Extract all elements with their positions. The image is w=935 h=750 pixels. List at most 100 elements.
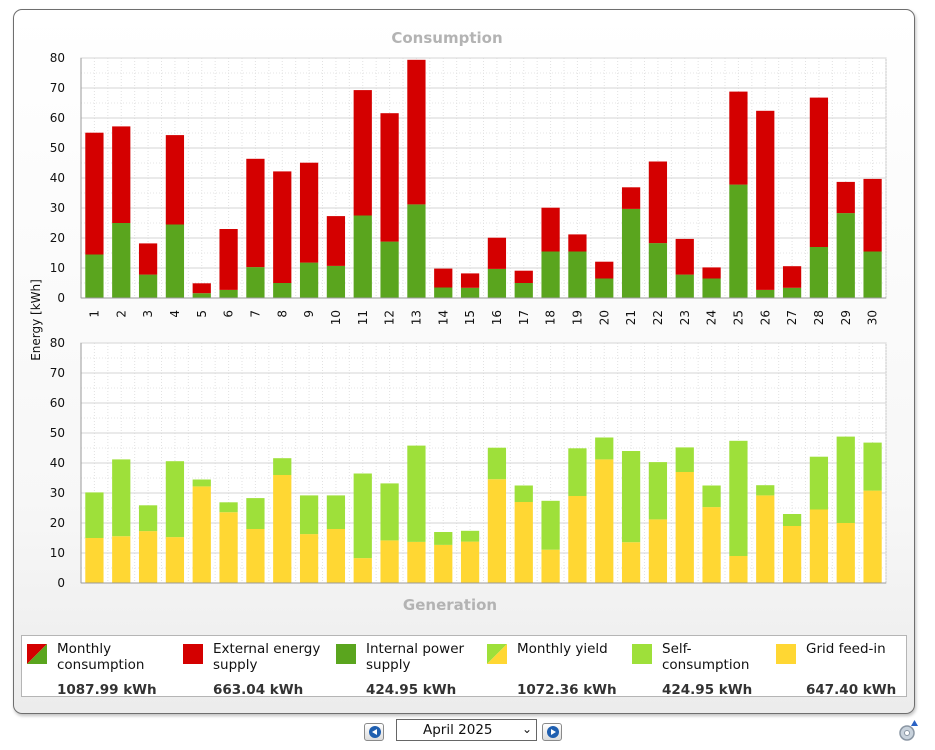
legend-label: Monthly yield xyxy=(517,641,608,657)
x-tick-label: 13 xyxy=(409,310,423,325)
bar-segment xyxy=(702,267,721,279)
chevron-down-icon: ⌄ xyxy=(521,722,532,736)
bar-segment xyxy=(836,213,855,298)
bar-segment xyxy=(809,247,829,298)
x-tick-label: 1 xyxy=(87,310,101,318)
bar-segment xyxy=(487,447,507,480)
bar-segment xyxy=(675,447,694,472)
bar-segment xyxy=(246,158,265,268)
y-tick-label: 60 xyxy=(50,111,65,125)
x-tick-label: 10 xyxy=(329,310,343,325)
y-tick-label: 70 xyxy=(50,366,65,380)
x-tick-label: 7 xyxy=(248,310,262,318)
bar-segment xyxy=(702,485,721,508)
bar-segment xyxy=(192,283,211,294)
x-tick-label: 29 xyxy=(839,310,853,325)
bar-segment xyxy=(434,532,453,545)
bar-segment xyxy=(353,90,372,216)
y-tick-label: 40 xyxy=(50,456,65,470)
bar-segment xyxy=(487,479,507,583)
consumption-title: Consumption xyxy=(391,29,502,47)
bar-segment xyxy=(407,445,426,542)
bar-segment xyxy=(836,523,855,583)
x-tick-label: 25 xyxy=(731,310,745,325)
chevron-right-icon xyxy=(547,726,559,738)
bar-segment xyxy=(246,529,265,583)
bar-segment xyxy=(380,540,399,583)
gear-icon[interactable] xyxy=(897,719,919,743)
x-tick-label: 19 xyxy=(570,310,584,325)
bar-segment xyxy=(514,283,533,298)
generation-chart: 0 10 20 30 40 50 60 70 80 xyxy=(50,336,887,590)
bar-segment xyxy=(809,97,829,247)
x-tick-label: 5 xyxy=(195,310,209,318)
bar-segment xyxy=(756,289,775,298)
bar-segment xyxy=(192,479,211,487)
bar-segment xyxy=(273,283,292,298)
bar-segment xyxy=(112,459,131,537)
bar-segment xyxy=(675,472,694,583)
y-tick-label: 10 xyxy=(50,261,65,275)
x-tick-label: 15 xyxy=(463,310,477,325)
bar-segment xyxy=(782,526,802,583)
bar-segment xyxy=(836,181,855,214)
bar-segment xyxy=(434,268,453,288)
bar-segment xyxy=(460,273,480,288)
bar-segment xyxy=(138,531,158,583)
y-tick-label: 60 xyxy=(50,396,65,410)
bar-segment xyxy=(273,475,292,583)
bar-segment xyxy=(112,223,131,298)
bar-segment xyxy=(434,544,453,583)
bar-segment xyxy=(326,529,346,583)
bar-segment xyxy=(863,490,882,583)
bar-segment xyxy=(756,110,775,290)
generation-title: Generation xyxy=(403,596,497,614)
bar-segment xyxy=(192,486,211,583)
x-tick-label: 20 xyxy=(597,310,611,325)
y-tick-label: 70 xyxy=(50,81,65,95)
bar-segment xyxy=(809,456,829,510)
bar-segment xyxy=(460,541,480,583)
x-tick-label: 12 xyxy=(383,310,397,325)
chevron-left-icon xyxy=(369,726,381,738)
y-tick-label: 50 xyxy=(50,426,65,440)
y-tick-label: 20 xyxy=(50,516,65,530)
bar-segment xyxy=(729,184,748,298)
bar-segment xyxy=(729,91,748,185)
x-tick-label: 14 xyxy=(436,310,450,325)
bar-segment xyxy=(85,492,104,538)
bar-segment xyxy=(541,500,560,550)
previous-month-button[interactable] xyxy=(364,723,384,741)
x-tick-label: 2 xyxy=(114,310,128,318)
legend-value: 647.40 kWh xyxy=(806,682,897,698)
bar-segment xyxy=(863,178,882,252)
bar-segment xyxy=(541,549,560,583)
bar-segment xyxy=(648,519,668,583)
bar-segment xyxy=(568,234,587,252)
month-select-value: April 2025 xyxy=(423,722,493,738)
bar-segment xyxy=(380,113,399,242)
legend-value: 1072.36 kWh xyxy=(517,682,617,698)
month-select[interactable]: April 2025 ⌄ xyxy=(396,719,537,741)
y-tick-label: 20 xyxy=(50,231,65,245)
bar-segment xyxy=(729,440,748,556)
bar-segment xyxy=(434,287,453,298)
legend-value: 424.95 kWh xyxy=(662,682,753,698)
bar-segment xyxy=(138,505,158,532)
self-consumption-swatch xyxy=(632,644,652,664)
bar-segment xyxy=(165,224,185,298)
bar-segment xyxy=(85,132,104,255)
bar-segment xyxy=(782,514,802,526)
legend: Monthly consumption 1087.99 kWh External… xyxy=(21,635,907,698)
bar-segment xyxy=(782,287,802,298)
bar-segment xyxy=(219,512,238,583)
bar-segment xyxy=(621,451,641,543)
internal-supply-swatch xyxy=(336,644,356,664)
bar-segment xyxy=(138,274,158,298)
bar-segment xyxy=(729,556,748,583)
bar-segment xyxy=(675,238,694,275)
legend-value: 424.95 kWh xyxy=(366,682,457,698)
next-month-button[interactable] xyxy=(542,723,562,741)
x-tick-label: 28 xyxy=(812,310,826,325)
bar-segment xyxy=(702,278,721,298)
